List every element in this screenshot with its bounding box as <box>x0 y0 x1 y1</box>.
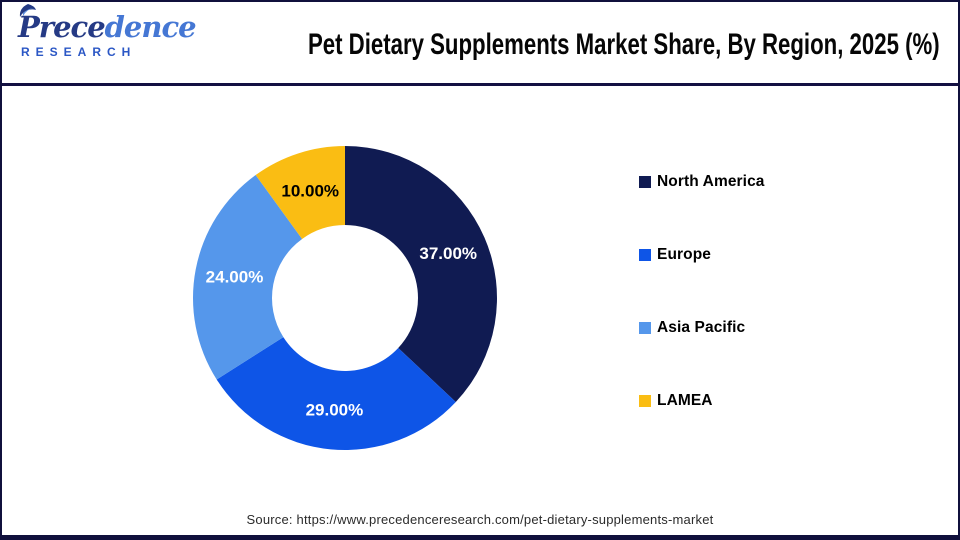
brand-wordmark: Precedence <box>18 4 203 44</box>
legend-swatch-asia-pacific <box>639 322 651 334</box>
donut-slice-europe <box>216 337 456 451</box>
slice-label-asia-pacific: 24.00% <box>206 267 264 286</box>
legend-label-asia-pacific: Asia Pacific <box>657 319 746 336</box>
header: Precedence RESEARCH Pet Dietary Suppleme… <box>2 2 958 86</box>
brand-part1: Prece <box>18 10 106 44</box>
donut-slice-asia-pacific <box>192 175 303 380</box>
legend-label-lamea: LAMEA <box>657 392 713 409</box>
legend-item-lamea: LAMEA <box>639 392 765 409</box>
slice-label-europe: 29.00% <box>306 401 364 420</box>
chart-legend: North America Europe Asia Pacific LAMEA <box>639 173 765 466</box>
brand-logo: Precedence RESEARCH <box>18 4 203 59</box>
brand-part2: dence <box>104 10 197 44</box>
legend-label-europe: Europe <box>657 246 711 263</box>
leaf-icon <box>19 4 36 17</box>
slice-label-north-america: 37.00% <box>419 244 477 263</box>
legend-swatch-lamea <box>639 395 651 407</box>
page-title: Pet Dietary Supplements Market Share, By… <box>307 28 940 61</box>
legend-item-europe: Europe <box>639 246 765 263</box>
donut-chart: 37.00% 29.00% 24.00% 10.00% <box>192 146 497 451</box>
legend-label-north-america: North America <box>657 173 765 190</box>
slice-label-lamea: 10.00% <box>281 182 339 201</box>
legend-swatch-europe <box>639 249 651 261</box>
brand-subtext: RESEARCH <box>21 45 137 59</box>
legend-item-asia-pacific: Asia Pacific <box>639 319 765 336</box>
source-note: Source: https://www.precedenceresearch.c… <box>246 512 714 527</box>
legend-item-north-america: North America <box>639 173 765 190</box>
legend-swatch-north-america <box>639 176 651 188</box>
donut-slice-lamea <box>255 146 345 239</box>
page-title-wrap: Pet Dietary Supplements Market Share, By… <box>197 28 943 62</box>
donut-slice-north-america <box>345 146 497 403</box>
